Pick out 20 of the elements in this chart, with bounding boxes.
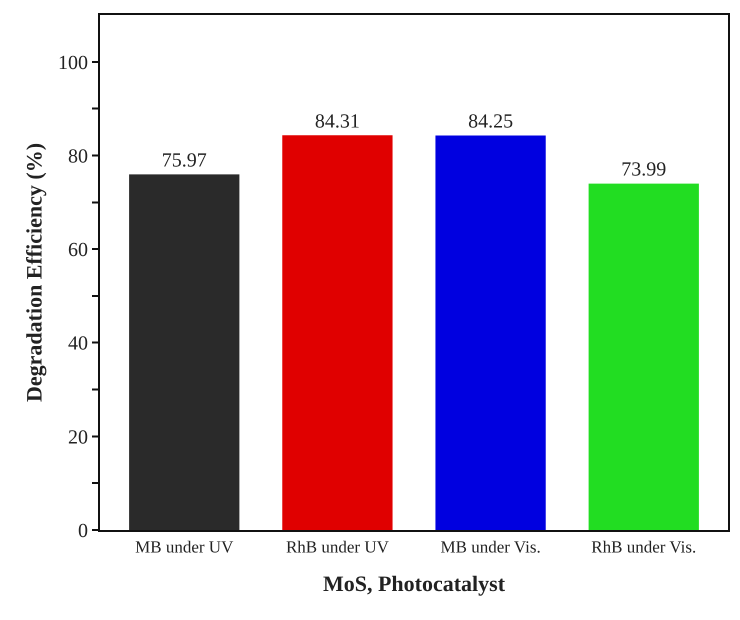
y-tick-label: 60 bbox=[68, 239, 88, 262]
bar bbox=[435, 136, 546, 530]
y-tick-label: 40 bbox=[68, 332, 88, 355]
y-tick-label: 80 bbox=[68, 145, 88, 168]
data-label: 84.25 bbox=[468, 110, 514, 133]
x-axis-title: MoS, Photocatalyst bbox=[322, 570, 506, 596]
x-tick-label: MB under UV bbox=[135, 537, 234, 556]
data-label: 84.31 bbox=[314, 110, 360, 132]
x-tick-label: RhB under UV bbox=[286, 537, 390, 556]
bar bbox=[129, 174, 240, 530]
x-tick-label: MB under Vis. bbox=[440, 537, 541, 556]
data-label: 75.97 bbox=[162, 149, 207, 172]
x-tick-label: RhB under Vis. bbox=[591, 537, 696, 556]
y-tick-label: 100 bbox=[58, 52, 88, 74]
y-axis-title: Degradation Efficiency (%) bbox=[21, 142, 46, 402]
data-label: 73.99 bbox=[621, 158, 666, 181]
bar bbox=[282, 135, 393, 530]
y-tick-label: 20 bbox=[68, 426, 88, 448]
bar bbox=[588, 184, 699, 530]
y-tick-label: 0 bbox=[78, 520, 88, 542]
